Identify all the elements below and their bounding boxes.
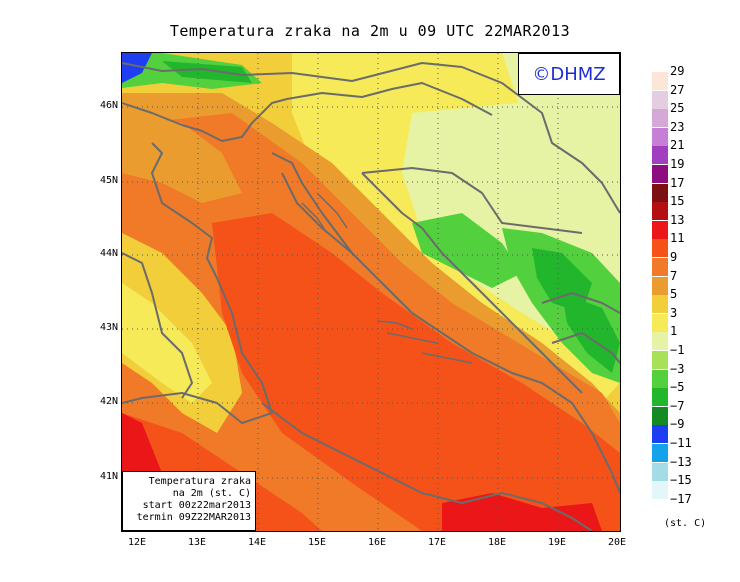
legend-swatch (652, 202, 668, 221)
legend-label: 15 (670, 194, 685, 209)
lat-label: 44N (99, 248, 118, 259)
lon-label: 14E (247, 537, 267, 548)
lon-label: 12E (127, 537, 147, 548)
legend-label: 25 (670, 101, 685, 116)
legend-label: −5 (670, 380, 685, 395)
legend-label: 27 (670, 82, 685, 97)
temperature-field (122, 53, 620, 531)
map-title: Temperatura zraka na 2m u 09 UTC 22MAR20… (169, 22, 571, 40)
info-line-1: Temperatura zraka (148, 476, 251, 487)
legend-swatch (652, 276, 668, 295)
lon-label: 16E (367, 537, 387, 548)
legend-swatch (652, 258, 668, 276)
legend-swatch (652, 369, 668, 388)
legend-label: −9 (670, 417, 685, 432)
lat-label: 43N (99, 322, 118, 333)
legend-label: 11 (670, 231, 685, 246)
legend-label: −3 (670, 361, 685, 376)
legend-swatch (652, 90, 668, 109)
legend-swatch (652, 165, 668, 183)
map-info-box: Temperatura zraka na 2m (st. C) start 00… (122, 471, 256, 531)
legend-label: −7 (670, 398, 685, 413)
legend-swatch (652, 146, 668, 165)
legend-label: 23 (670, 119, 685, 134)
legend-label: 5 (670, 287, 678, 302)
temperature-map: ©DHMZ Temperatura zraka na 2m (st. C) st… (121, 52, 621, 532)
legend-swatch (652, 220, 668, 239)
legend-label: 19 (670, 157, 685, 171)
legend-swatch (652, 351, 668, 369)
legend-label: 17 (670, 175, 685, 190)
info-line-2: na 2m (st. C) (172, 488, 251, 499)
legend-label: −11 (670, 436, 692, 450)
legend-label: −17 (670, 491, 692, 506)
legend-swatch (652, 481, 668, 500)
legend-label: −13 (670, 454, 692, 469)
lat-label: 46N (99, 100, 118, 111)
legend-swatch (652, 462, 668, 481)
legend-unit: (st. C) (664, 518, 707, 529)
legend-swatch (652, 313, 668, 332)
legend-label: 7 (670, 268, 678, 283)
lon-label: 17E (427, 537, 447, 548)
legend-swatch (652, 388, 668, 407)
legend-swatch (652, 444, 668, 462)
legend-swatch (652, 109, 668, 128)
legend-label: 29 (670, 64, 685, 78)
legend-swatch (652, 183, 668, 202)
legend-label: 9 (670, 250, 678, 264)
legend-swatch (652, 406, 668, 425)
legend-swatch (652, 72, 668, 90)
info-line-3: start 00z22mar2013 (142, 500, 251, 511)
legend-label: 21 (670, 138, 685, 153)
legend-swatch (652, 332, 668, 351)
lat-label: 42N (99, 396, 118, 407)
legend-label: 1 (670, 324, 678, 339)
dhmz-logo: ©DHMZ (518, 53, 620, 95)
legend-label: 13 (670, 212, 685, 227)
legend-swatch (652, 425, 668, 444)
legend-swatch (652, 127, 668, 146)
legend-label: −1 (670, 343, 685, 357)
legend-label: 3 (670, 305, 678, 320)
legend-label: −15 (670, 473, 692, 488)
lat-label: 45N (99, 175, 118, 186)
legend-swatch (652, 239, 668, 258)
lon-label: 18E (487, 537, 507, 548)
lon-label: 19E (547, 537, 567, 548)
lon-label: 15E (307, 537, 327, 548)
info-line-4: termin 09Z22MAR2013 (136, 512, 251, 523)
legend-swatch (652, 295, 668, 314)
lat-label: 41N (99, 471, 118, 482)
lon-label: 20E (607, 537, 627, 548)
lon-label: 13E (187, 537, 207, 548)
